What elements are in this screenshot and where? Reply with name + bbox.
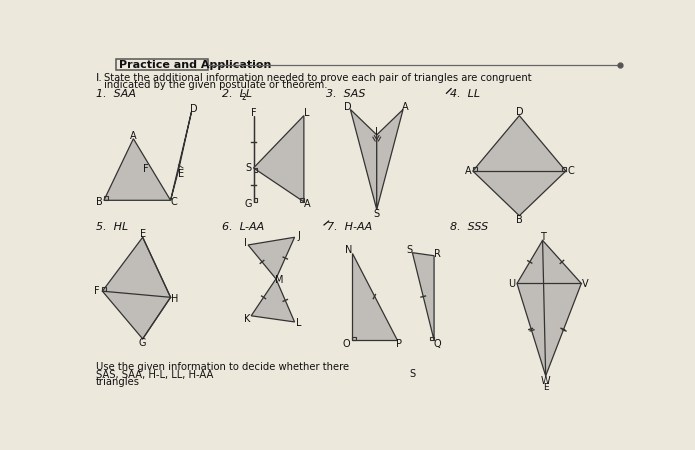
Text: M: M xyxy=(275,275,284,285)
Text: 7.  H-AA: 7. H-AA xyxy=(327,222,373,232)
Text: U: U xyxy=(508,279,515,289)
Text: I: I xyxy=(243,238,247,248)
Text: I.: I. xyxy=(96,73,103,83)
Polygon shape xyxy=(248,237,295,279)
Text: F: F xyxy=(251,108,256,117)
Text: A: A xyxy=(304,199,310,209)
Polygon shape xyxy=(251,279,295,322)
Text: G: G xyxy=(245,199,252,209)
Text: P: P xyxy=(396,338,402,348)
Text: G: G xyxy=(139,338,147,348)
Text: 1.  SAA: 1. SAA xyxy=(96,90,136,99)
Polygon shape xyxy=(350,109,377,210)
Text: D: D xyxy=(516,107,523,117)
Text: S: S xyxy=(406,245,412,255)
Polygon shape xyxy=(102,237,170,339)
Text: R: R xyxy=(434,249,441,259)
Text: F: F xyxy=(94,286,100,296)
Polygon shape xyxy=(517,240,581,376)
Text: A: A xyxy=(130,130,137,140)
Text: H: H xyxy=(171,294,178,304)
Text: 5.  HL: 5. HL xyxy=(96,222,129,232)
Text: L: L xyxy=(295,319,301,328)
Text: 6.  L-AA: 6. L-AA xyxy=(222,222,265,232)
Polygon shape xyxy=(104,139,170,200)
Text: State the additional information needed to prove each pair of triangles are cong: State the additional information needed … xyxy=(104,73,532,83)
Polygon shape xyxy=(352,252,397,341)
Text: J: J xyxy=(297,231,300,241)
Text: E: E xyxy=(179,169,184,179)
Polygon shape xyxy=(412,252,434,341)
Text: D: D xyxy=(190,104,197,114)
Text: L: L xyxy=(304,108,310,118)
Polygon shape xyxy=(473,116,566,216)
Text: A: A xyxy=(465,166,471,176)
Polygon shape xyxy=(170,112,192,200)
Text: SAS, SAA, H-L, LL, H-AA: SAS, SAA, H-L, LL, H-AA xyxy=(96,370,213,380)
Text: D: D xyxy=(344,102,352,112)
Text: Practice and Application: Practice and Application xyxy=(120,60,272,70)
Text: indicated by the given postulate or theorem.: indicated by the given postulate or theo… xyxy=(104,80,327,90)
Text: W: W xyxy=(541,376,550,386)
Text: C: C xyxy=(567,166,574,176)
Text: S: S xyxy=(245,163,251,173)
Text: E: E xyxy=(543,383,548,392)
Text: 8.  SSS: 8. SSS xyxy=(450,222,488,232)
Text: I: I xyxy=(375,127,378,137)
Text: C: C xyxy=(170,197,177,207)
Polygon shape xyxy=(254,116,304,202)
Text: F: F xyxy=(143,165,149,175)
Text: S: S xyxy=(409,369,416,378)
Text: T: T xyxy=(539,232,546,242)
Text: 2.  LL: 2. LL xyxy=(222,90,252,99)
Text: K: K xyxy=(244,314,250,324)
Text: A: A xyxy=(402,102,409,112)
Polygon shape xyxy=(377,109,403,210)
Text: triangles: triangles xyxy=(96,378,140,387)
Text: E: E xyxy=(140,229,146,239)
Text: B: B xyxy=(96,197,103,207)
Text: S: S xyxy=(374,209,379,219)
Text: O: O xyxy=(343,338,350,348)
Text: Q: Q xyxy=(434,338,441,348)
Text: Use the given information to decide whether there: Use the given information to decide whet… xyxy=(96,362,350,372)
Text: 2: 2 xyxy=(242,93,247,102)
Text: N: N xyxy=(345,245,352,255)
Text: 3.  SAS: 3. SAS xyxy=(325,90,365,99)
Text: B: B xyxy=(516,215,523,225)
Text: V: V xyxy=(582,279,589,289)
Text: 4.  LL: 4. LL xyxy=(450,90,480,99)
